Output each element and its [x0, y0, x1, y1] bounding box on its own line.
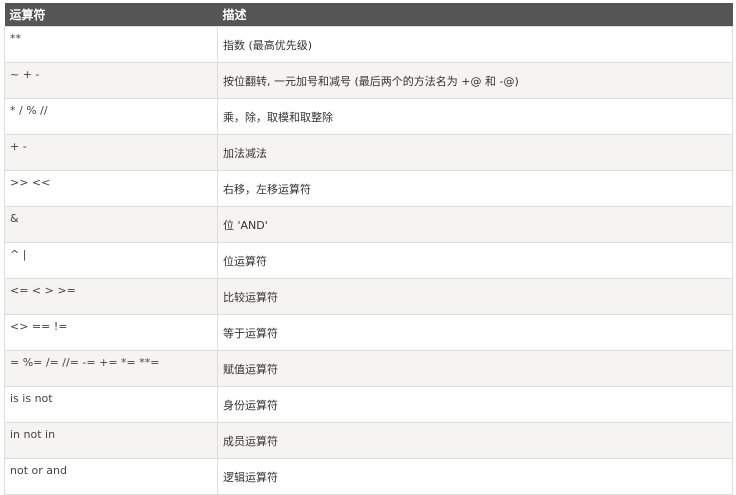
- operator-cell: = %= /= //= -= += *= **=: [4, 350, 218, 387]
- description-cell: 按位翻转, 一元加号和减号 (最后两个的方法名为 +@ 和 -@): [217, 62, 733, 99]
- table-row: = %= /= //= -= += *= **= 赋值运算符: [4, 350, 733, 387]
- description-cell: 指数 (最高优先级): [217, 26, 733, 63]
- operator-cell: &: [4, 206, 218, 243]
- header-description: 描述: [217, 3, 733, 27]
- table-row: ** 指数 (最高优先级): [4, 26, 733, 63]
- operator-cell: in not in: [4, 422, 218, 459]
- header-operator: 运算符: [4, 3, 218, 27]
- description-cell: 赋值运算符: [217, 350, 733, 387]
- operator-cell: >> <<: [4, 170, 218, 207]
- description-cell: 成员运算符: [217, 422, 733, 459]
- table-row: <> == != 等于运算符: [4, 314, 733, 351]
- operator-cell: not or and: [4, 458, 218, 495]
- table-row: ^ | 位运算符: [4, 242, 733, 279]
- table-row: >> << 右移，左移运算符: [4, 170, 733, 207]
- table-row: in not in 成员运算符: [4, 422, 733, 459]
- description-cell: 位运算符: [217, 242, 733, 279]
- operator-cell: <> == !=: [4, 314, 218, 351]
- operator-cell: **: [4, 26, 218, 63]
- table-row: <= < > >= 比较运算符: [4, 278, 733, 315]
- operator-cell: <= < > >=: [4, 278, 218, 315]
- table-row: ~ + - 按位翻转, 一元加号和减号 (最后两个的方法名为 +@ 和 -@): [4, 62, 733, 99]
- operator-cell: ^ |: [4, 242, 218, 279]
- table-row: + - 加法减法: [4, 134, 733, 171]
- table-row: & 位 'AND': [4, 206, 733, 243]
- description-cell: 加法减法: [217, 134, 733, 171]
- table-row: * / % //乘，除，取模和取整除: [4, 98, 733, 135]
- operator-cell: * / % //: [4, 98, 218, 135]
- description-cell: 比较运算符: [217, 278, 733, 315]
- table-row: is is not 身份运算符: [4, 386, 733, 423]
- description-cell: 右移，左移运算符: [217, 170, 733, 207]
- operator-cell: is is not: [4, 386, 218, 423]
- table-row: not or and 逻辑运算符: [4, 458, 733, 495]
- table-header: 运算符 描述: [4, 3, 733, 27]
- operator-cell: + -: [4, 134, 218, 171]
- description-cell: 等于运算符: [217, 314, 733, 351]
- description-cell: 乘，除，取模和取整除: [217, 98, 733, 135]
- description-cell: 逻辑运算符: [217, 458, 733, 495]
- operator-precedence-table: 运算符 描述 ** 指数 (最高优先级) ~ + - 按位翻转, 一元加号和减号 (最…: [4, 3, 733, 495]
- description-cell: 位 'AND': [217, 206, 733, 243]
- description-cell: 身份运算符: [217, 386, 733, 423]
- operator-cell: ~ + -: [4, 62, 218, 99]
